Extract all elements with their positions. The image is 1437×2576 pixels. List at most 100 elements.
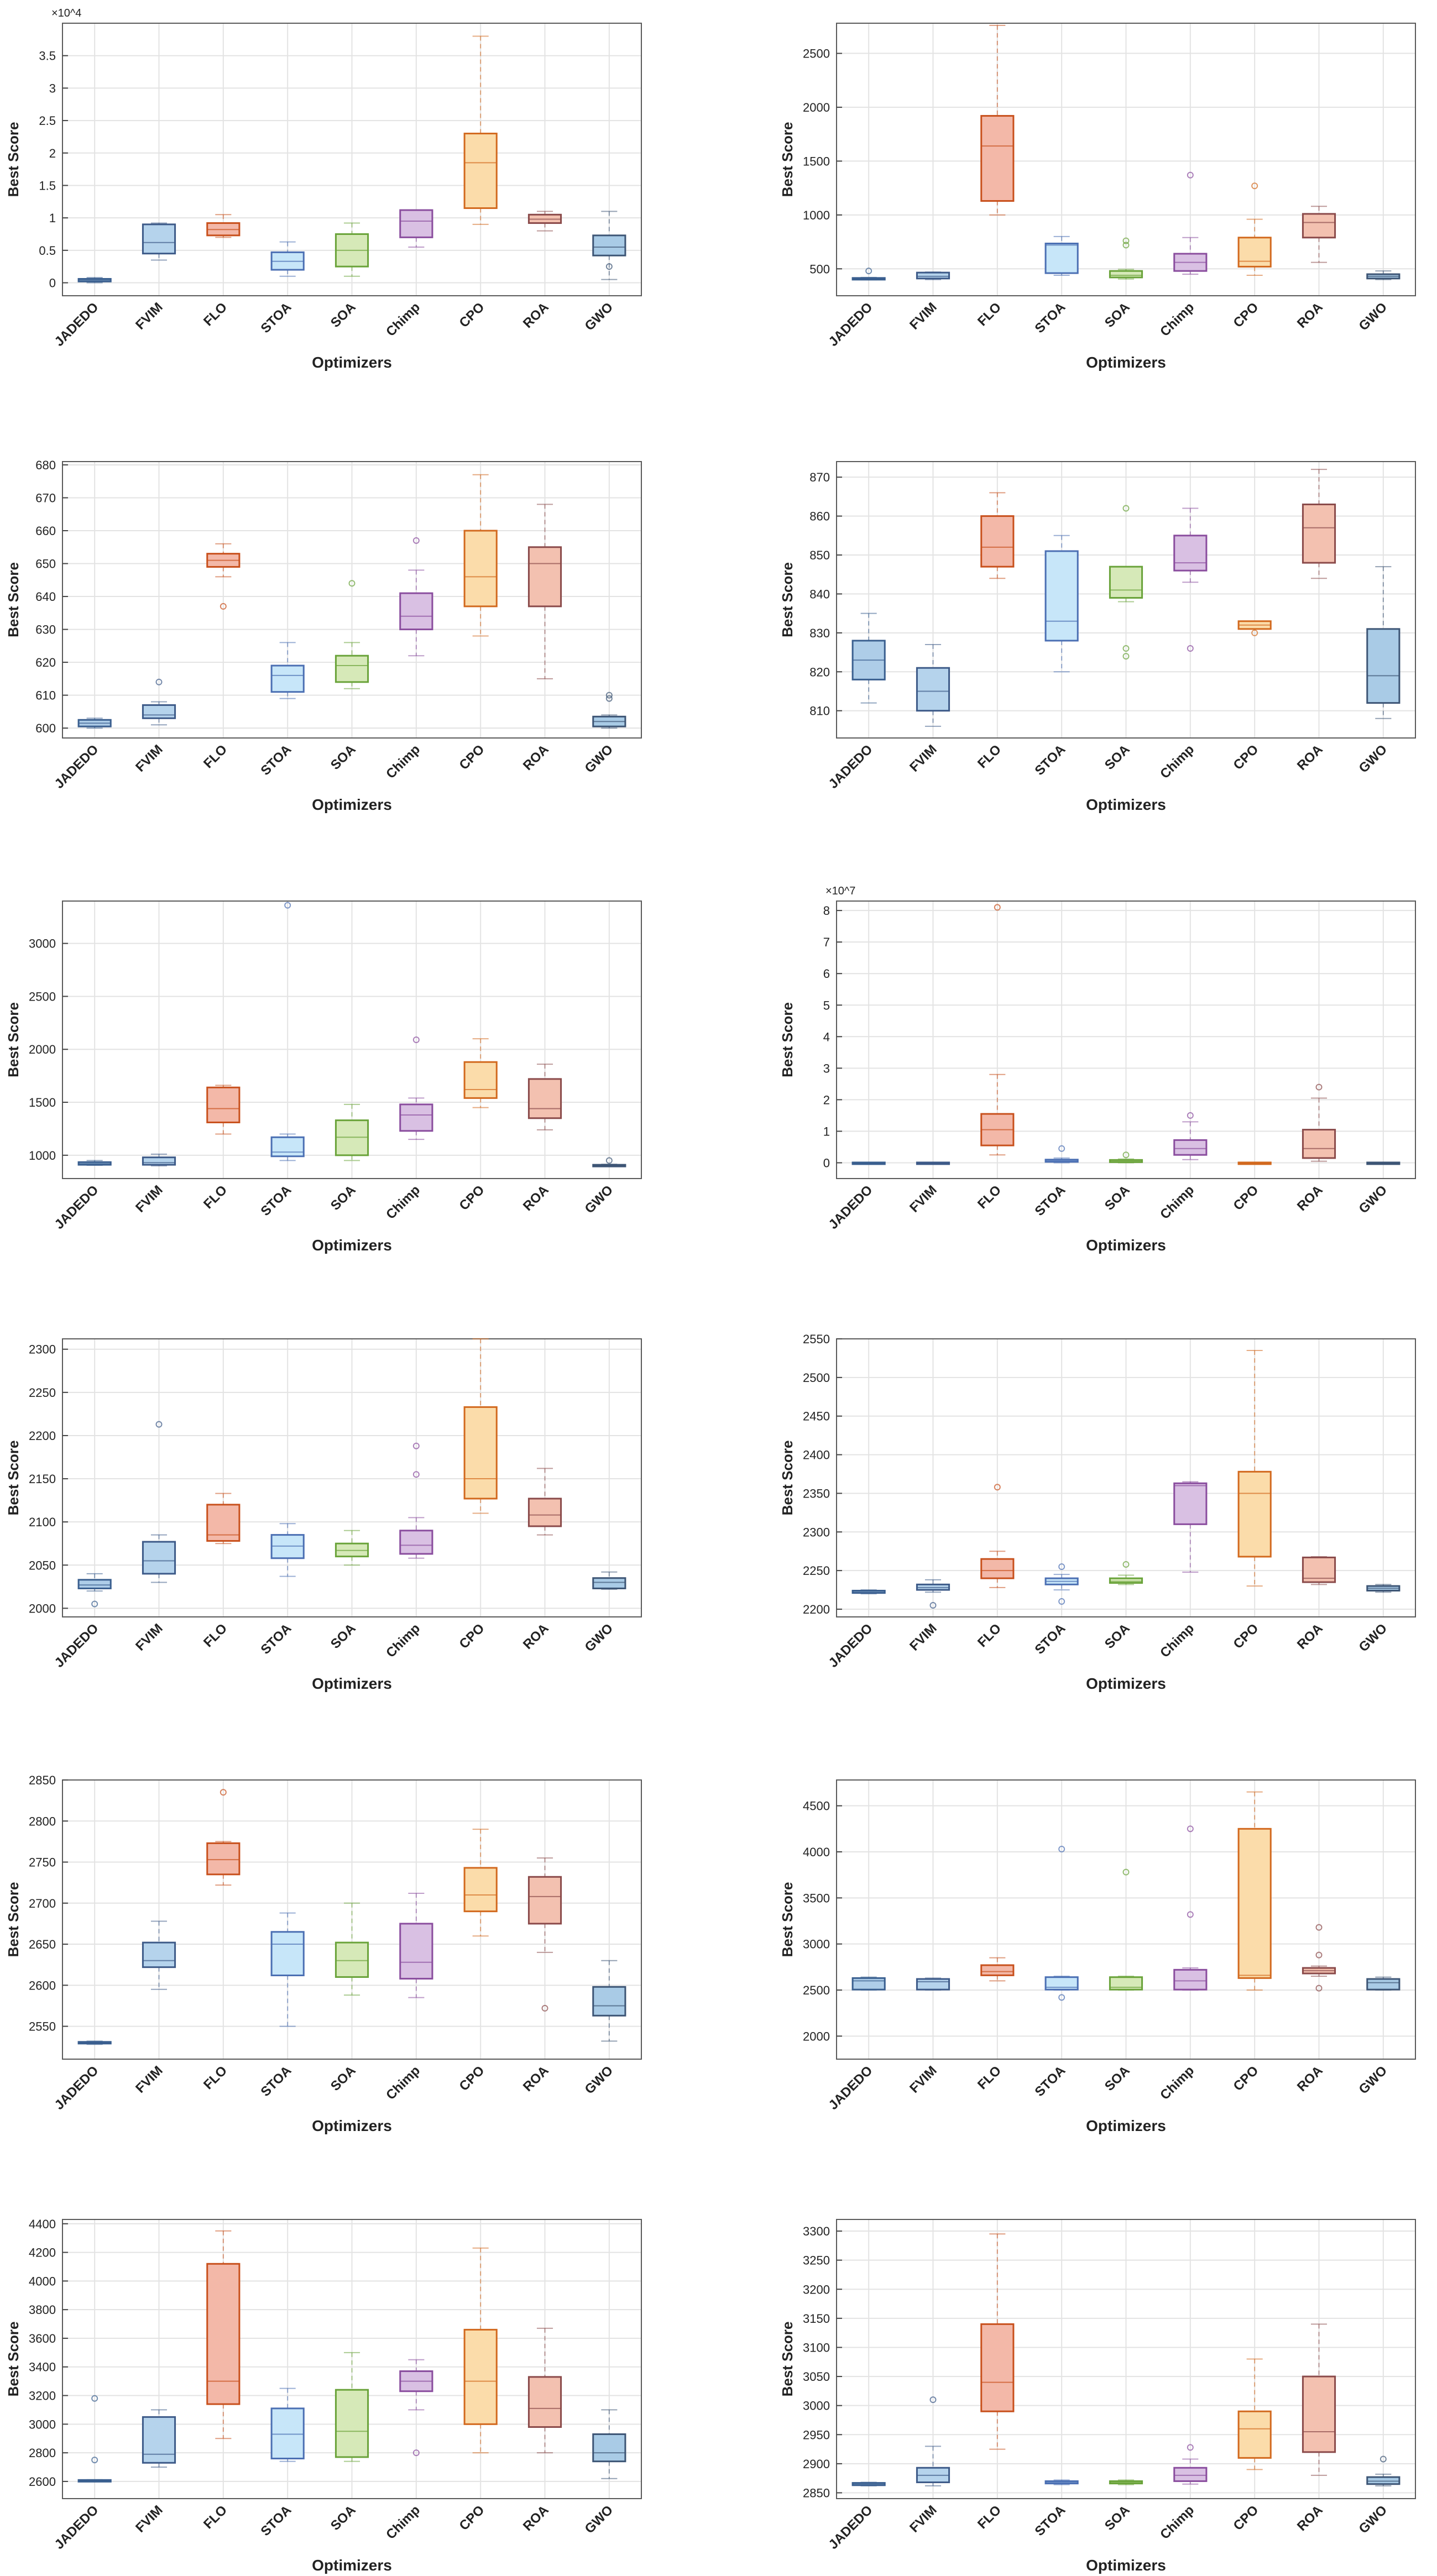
y-axis-label: Best Score xyxy=(779,1882,796,1957)
box-flo xyxy=(206,2230,241,2439)
y-tick-label: 2650 xyxy=(29,1938,56,1951)
box-gwo xyxy=(592,1571,626,1590)
box-flo xyxy=(206,1789,241,1886)
x-tick-label: CPO xyxy=(457,300,488,331)
box-body xyxy=(77,1579,112,1589)
x-tick-label: CPO xyxy=(457,2502,488,2533)
box-roa xyxy=(527,1857,562,2012)
box-fvim xyxy=(916,1579,950,1609)
box-chimp xyxy=(399,1892,433,1998)
outlier-point xyxy=(1122,653,1130,660)
x-tick-label: SOA xyxy=(1102,2502,1133,2533)
chart-panel-6: 0 1 2 3 4 5 6 7 8 ×10^7 Best Score Optimizers JADEDO… xyxy=(779,885,1416,1254)
box-jadedo xyxy=(77,277,112,284)
y-tick-label: 8 xyxy=(823,904,830,918)
box-chimp xyxy=(1173,507,1208,652)
box-cpo xyxy=(1237,620,1272,636)
x-tick-label: FLO xyxy=(201,2063,230,2092)
box-soa xyxy=(1109,2479,1143,2485)
y-tick-label: 2250 xyxy=(29,1386,56,1400)
axes-frame xyxy=(62,461,642,739)
axes-frame xyxy=(836,1779,1416,2060)
box-body xyxy=(270,1931,305,1976)
box-body xyxy=(1173,2467,1208,2482)
box-body xyxy=(1302,503,1336,564)
y-axis-label: Best Score xyxy=(5,1882,22,1957)
x-axis-label: Optimizers xyxy=(1086,1237,1166,1254)
box-body xyxy=(1237,1828,1272,1979)
x-tick-label: ROA xyxy=(520,2063,552,2095)
box-chimp xyxy=(1173,1112,1208,1160)
y-tick-label: 4500 xyxy=(803,1799,830,1813)
outlier-point xyxy=(1187,1112,1194,1119)
y-tick-label: 4000 xyxy=(803,1845,830,1859)
x-tick-label: FVIM xyxy=(133,2502,166,2536)
box-body xyxy=(335,2389,369,2458)
x-tick-label: CPO xyxy=(1231,2063,1262,2094)
x-tick-label: JADEDO xyxy=(52,2502,102,2552)
x-tick-label: FVIM xyxy=(907,2502,940,2536)
y-tick-label: 4200 xyxy=(29,2246,56,2260)
x-tick-label: FVIM xyxy=(133,2063,166,2096)
y-tick-label: 2600 xyxy=(29,2475,56,2489)
y-tick-label: 1500 xyxy=(803,154,830,168)
x-tick-label: ROA xyxy=(1294,1621,1326,1652)
axes-frame xyxy=(62,23,642,296)
outlier-point xyxy=(1058,1994,1065,2001)
box-body xyxy=(206,1086,241,1123)
box-soa xyxy=(335,1530,369,1566)
box-body xyxy=(463,2328,498,2425)
box-fvim xyxy=(142,1153,176,1167)
box-roa xyxy=(1302,1556,1336,1585)
box-body xyxy=(1237,237,1272,268)
y-tick-label: 680 xyxy=(35,458,56,472)
box-cpo xyxy=(1237,1161,1272,1165)
box-body xyxy=(1109,270,1143,279)
box-body xyxy=(851,1977,886,1991)
x-tick-label: CPO xyxy=(457,1182,488,1213)
x-tick-label: Chimp xyxy=(1157,742,1197,782)
box-soa xyxy=(335,1902,369,1996)
box-body xyxy=(527,546,562,608)
y-tick-label: 670 xyxy=(35,491,56,505)
outlier-point xyxy=(412,537,420,544)
x-tick-label: SOA xyxy=(1102,2063,1133,2094)
box-stoa xyxy=(1044,2479,1079,2485)
y-tick-label: 0 xyxy=(823,1156,830,1170)
box-roa xyxy=(1302,469,1336,579)
box-body xyxy=(1366,1978,1401,1991)
outlier-point xyxy=(220,603,227,610)
x-tick-label: FLO xyxy=(201,1182,230,1212)
outlier-point xyxy=(929,1602,937,1609)
box-flo xyxy=(980,492,1015,579)
outlier-point xyxy=(1122,1561,1130,1568)
box-gwo xyxy=(1366,1976,1401,1991)
box-soa xyxy=(335,580,369,689)
box-jadedo xyxy=(851,1976,886,1991)
x-tick-label: Chimp xyxy=(383,1182,423,1222)
box-fvim xyxy=(142,1421,176,1583)
x-tick-label: FLO xyxy=(201,1621,230,1650)
box-roa xyxy=(1302,1924,1336,1992)
outlier-point xyxy=(605,1157,613,1164)
chart-panel-12: 2850 2900 2950 3000 3050 3100 3150 3200 3250 3300… xyxy=(779,2219,1416,2574)
x-axis-label: Optimizers xyxy=(1086,796,1166,813)
box-chimp xyxy=(1173,1825,1208,1991)
x-tick-label: CPO xyxy=(457,742,488,773)
x-tick-label: FLO xyxy=(975,1182,1004,1212)
box-soa xyxy=(335,222,369,277)
box-stoa xyxy=(1044,1846,1079,2001)
y-axis-label: Best Score xyxy=(5,1441,22,1516)
chart-panel-10: 2000 2500 3000 3500 4000 4500 Best Score Optimi… xyxy=(779,1779,1416,2134)
x-tick-label: FLO xyxy=(201,300,230,329)
box-stoa xyxy=(270,642,305,699)
box-fvim xyxy=(142,222,176,261)
y-tick-label: 860 xyxy=(809,510,830,523)
box-cpo xyxy=(463,474,498,637)
x-tick-label: CPO xyxy=(1231,300,1262,331)
y-tick-label: 3150 xyxy=(803,2312,830,2326)
y-tick-label: 820 xyxy=(809,665,830,679)
x-tick-label: GWO xyxy=(1356,742,1391,776)
box-body xyxy=(206,2263,241,2405)
box-body xyxy=(527,1876,562,1925)
